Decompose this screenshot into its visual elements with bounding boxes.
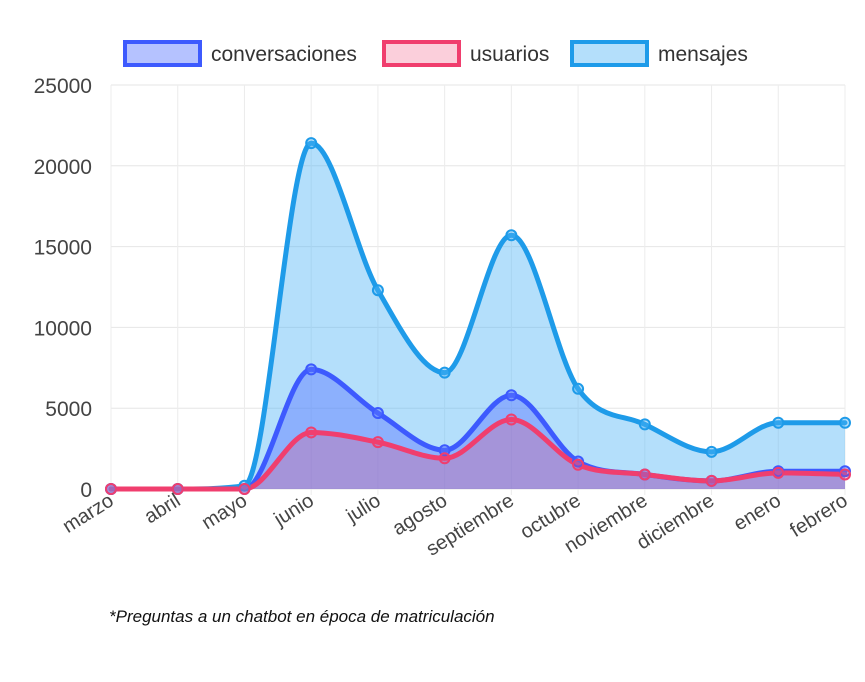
point-usuarios[interactable] <box>839 468 851 481</box>
series-areas <box>111 143 845 489</box>
x-tick-label: julio <box>342 490 385 528</box>
x-tick-label: mayo <box>198 490 251 535</box>
legend-item-usuarios[interactable]: usuarios <box>382 40 549 67</box>
point-mensajes[interactable] <box>572 382 585 395</box>
point-usuarios[interactable] <box>505 413 518 426</box>
legend-swatch <box>123 40 202 67</box>
y-tick-label: 25000 <box>34 75 92 98</box>
point-usuarios[interactable] <box>371 436 384 449</box>
grid <box>110 84 846 495</box>
area-mensajes <box>111 143 845 489</box>
point-mensajes[interactable] <box>772 416 785 429</box>
x-tick-label: febrero <box>786 490 851 542</box>
point-mensajes[interactable] <box>505 229 518 242</box>
series-points <box>105 137 851 495</box>
x-tick-label: junio <box>269 490 317 532</box>
y-tick-label: 15000 <box>34 237 92 260</box>
area-conversaciones <box>111 369 845 489</box>
point-usuarios[interactable] <box>705 474 718 487</box>
point-conversaciones[interactable] <box>371 407 384 420</box>
point-conversaciones[interactable] <box>438 444 451 457</box>
point-usuarios[interactable] <box>305 426 318 439</box>
point-mensajes[interactable] <box>305 137 318 150</box>
point-conversaciones[interactable] <box>505 389 518 402</box>
y-tick-label: 20000 <box>34 156 92 179</box>
area-usuarios <box>111 419 845 489</box>
series-lines <box>108 140 848 492</box>
legend-label: mensajes <box>658 43 748 66</box>
y-tick-label: 10000 <box>34 317 92 340</box>
x-tick-label: abril <box>141 490 185 529</box>
footnote: *Preguntas a un chatbot en época de matr… <box>109 607 495 626</box>
legend[interactable]: conversaciones usuarios mensajes <box>123 40 748 67</box>
legend-label: conversaciones <box>211 43 357 66</box>
point-mensajes[interactable] <box>438 366 451 379</box>
point-conversaciones[interactable] <box>305 363 318 376</box>
y-tick-label: 0 <box>80 479 92 502</box>
point-mensajes[interactable] <box>839 416 851 429</box>
legend-item-conversaciones[interactable]: conversaciones <box>123 40 357 67</box>
point-usuarios[interactable] <box>171 483 184 495</box>
point-mensajes[interactable] <box>371 284 384 297</box>
x-tick-label: enero <box>730 490 785 536</box>
legend-swatch <box>382 40 461 67</box>
point-mensajes[interactable] <box>638 418 651 431</box>
legend-item-mensajes[interactable]: mensajes <box>570 40 748 67</box>
y-tick-label: 5000 <box>45 398 92 421</box>
point-mensajes[interactable] <box>705 445 718 458</box>
point-usuarios[interactable] <box>105 483 117 495</box>
point-usuarios[interactable] <box>772 466 785 479</box>
point-usuarios[interactable] <box>572 458 585 471</box>
point-usuarios[interactable] <box>438 452 451 465</box>
legend-label: usuarios <box>470 43 549 66</box>
point-usuarios[interactable] <box>238 483 251 495</box>
line-mensajes <box>108 140 848 492</box>
point-usuarios[interactable] <box>638 468 651 481</box>
legend-swatch <box>570 40 649 67</box>
line-usuarios <box>108 417 848 492</box>
